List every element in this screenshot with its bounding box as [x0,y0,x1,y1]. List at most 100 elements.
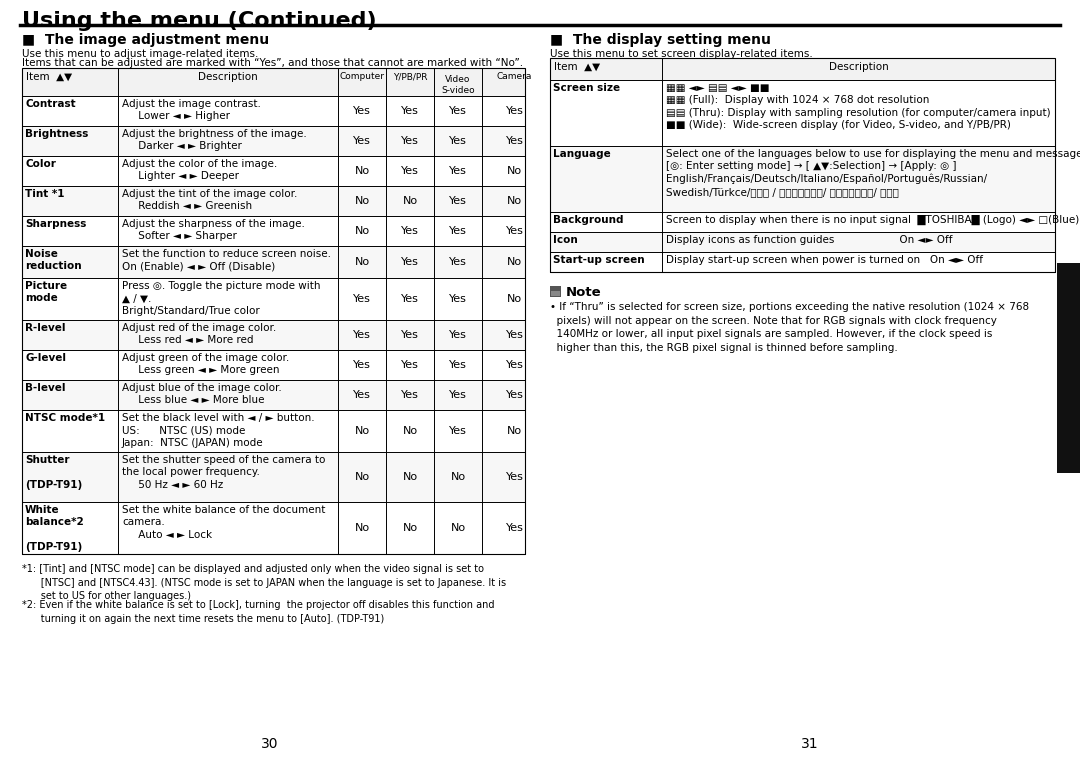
Text: Yes: Yes [449,226,467,236]
Text: No: No [354,226,369,236]
Text: Yes: Yes [401,360,419,370]
Text: 30: 30 [261,737,279,751]
Text: Screen to display when there is no input signal  █TOSHIBA█ (Logo) ◄► □(Blue) ◄► : Screen to display when there is no input… [666,215,1080,225]
Text: No: No [403,472,418,482]
Text: Yes: Yes [449,257,467,267]
Text: Operations: Operations [1062,330,1075,407]
Text: Yes: Yes [449,390,467,400]
Text: Yes: Yes [449,196,467,206]
Text: Items that can be adjusted are marked with “Yes”, and those that cannot are mark: Items that can be adjusted are marked wi… [22,58,523,68]
Text: Icon: Icon [553,235,578,245]
Text: No: No [354,426,369,436]
Text: No: No [354,523,369,533]
Text: Yes: Yes [401,330,419,340]
Text: B-level: B-level [25,383,66,393]
Text: Yes: Yes [449,166,467,176]
Text: Display icons as function guides                    On ◄► Off: Display icons as function guides On ◄► O… [666,235,953,245]
Text: *1: [Tint] and [NTSC mode] can be displayed and adjusted only when the video sig: *1: [Tint] and [NTSC mode] can be displa… [22,564,507,601]
Text: Contrast: Contrast [25,99,76,109]
Text: Adjust green of the image color.
     Less green ◄ ► More green: Adjust green of the image color. Less gr… [122,353,289,375]
Text: Yes: Yes [449,106,467,116]
Text: No: No [403,196,418,206]
Text: *2: Even if the white balance is set to [Lock], turning  the projector off disab: *2: Even if the white balance is set to … [22,600,495,623]
Bar [22,96,525,126]
Text: Yes: Yes [449,330,467,340]
Bar [22,156,525,186]
Text: No: No [507,257,522,267]
Text: Yes: Yes [401,106,419,116]
Bar [550,286,561,297]
Bar [550,58,1055,80]
Text: Yes: Yes [505,390,524,400]
Text: Note: Note [566,286,602,299]
Text: Yes: Yes [401,390,419,400]
Text: Yes: Yes [449,426,467,436]
Text: Y/PB/PR: Y/PB/PR [393,72,428,81]
Bar [22,320,525,350]
Text: No: No [403,426,418,436]
Text: Tint *1: Tint *1 [25,189,65,199]
Text: ■  The display setting menu: ■ The display setting menu [550,33,771,47]
Text: Display start-up screen when power is turned on   On ◄► Off: Display start-up screen when power is tu… [666,255,983,265]
Text: Yes: Yes [505,330,524,340]
Text: No: No [354,257,369,267]
Text: Yes: Yes [505,136,524,146]
Bar [551,291,561,296]
Text: Adjust the brightness of the image.
     Darker ◄ ► Brighter: Adjust the brightness of the image. Dark… [122,129,307,151]
Bar [22,216,525,246]
Text: Yes: Yes [353,330,370,340]
Text: No: No [450,472,465,482]
Text: Video
S-video: Video S-video [442,75,475,95]
Text: Yes: Yes [449,294,467,304]
Text: Shutter

(TDP-T91): Shutter (TDP-T91) [25,455,82,490]
Text: Yes: Yes [505,472,524,482]
Text: Sharpness: Sharpness [25,219,86,229]
Text: Yes: Yes [505,523,524,533]
Bar [22,452,525,502]
Text: Yes: Yes [353,136,370,146]
Bar [22,186,525,216]
Text: No: No [507,166,522,176]
Text: ■  The image adjustment menu: ■ The image adjustment menu [22,33,269,47]
Text: R-level: R-level [25,323,66,333]
Text: Set the shutter speed of the camera to
the local power frequency.
     50 Hz ◄ ►: Set the shutter speed of the camera to t… [122,455,325,490]
Text: No: No [403,523,418,533]
Text: White
balance*2

(TDP-T91): White balance*2 (TDP-T91) [25,505,84,552]
Text: Language: Language [553,149,611,159]
Text: Set the black level with ◄ / ► button.
US:      NTSC (US) mode
Japan:  NTSC (JAP: Set the black level with ◄ / ► button. U… [122,413,314,448]
Text: Brightness: Brightness [25,129,89,139]
Text: Adjust red of the image color.
     Less red ◄ ► More red: Adjust red of the image color. Less red … [122,323,276,346]
Text: Select one of the languages below to use for displaying the menu and messages
[◎: Select one of the languages below to use… [666,149,1080,197]
Text: Noise
reduction: Noise reduction [25,249,82,272]
Text: No: No [354,196,369,206]
Text: Adjust the tint of the image color.
     Reddish ◄ ► Greenish: Adjust the tint of the image color. Redd… [122,189,297,211]
Text: No: No [507,196,522,206]
Text: No: No [450,523,465,533]
Bar [22,68,525,554]
Text: Screen size: Screen size [553,83,620,93]
Text: Use this menu to set screen display-related items.: Use this menu to set screen display-rela… [550,49,813,59]
Text: Yes: Yes [401,226,419,236]
Text: Set the function to reduce screen noise.
On (Enable) ◄ ► Off (Disable): Set the function to reduce screen noise.… [122,249,330,272]
Text: Press ◎. Toggle the picture mode with
▲ / ▼.
Bright/Standard/True color: Press ◎. Toggle the picture mode with ▲ … [122,281,321,316]
Text: Yes: Yes [505,360,524,370]
Bar [550,232,1055,252]
Text: ▦▦ ◄► ▤▤ ◄► ■■
▦▦ (Full):  Display with 1024 × 768 dot resolution
▤▤ (Thru): Dis: ▦▦ ◄► ▤▤ ◄► ■■ ▦▦ (Full): Display with 1… [666,83,1051,130]
Text: Yes: Yes [353,106,370,116]
Text: Description: Description [828,62,889,72]
Bar [22,380,525,410]
Bar [22,68,525,96]
Bar [550,252,1055,272]
Text: No: No [507,294,522,304]
Text: Use this menu to adjust image-related items.: Use this menu to adjust image-related it… [22,49,258,59]
Bar [550,80,1055,146]
Text: Yes: Yes [449,360,467,370]
Text: Adjust blue of the image color.
     Less blue ◄ ► More blue: Adjust blue of the image color. Less blu… [122,383,282,405]
Text: Start-up screen: Start-up screen [553,255,645,265]
Text: Yes: Yes [505,226,524,236]
Text: Description: Description [198,72,258,82]
Bar [550,58,1055,272]
Bar [550,146,1055,212]
Text: Computer: Computer [339,72,384,81]
Text: Item  ▲▼: Item ▲▼ [554,62,600,72]
